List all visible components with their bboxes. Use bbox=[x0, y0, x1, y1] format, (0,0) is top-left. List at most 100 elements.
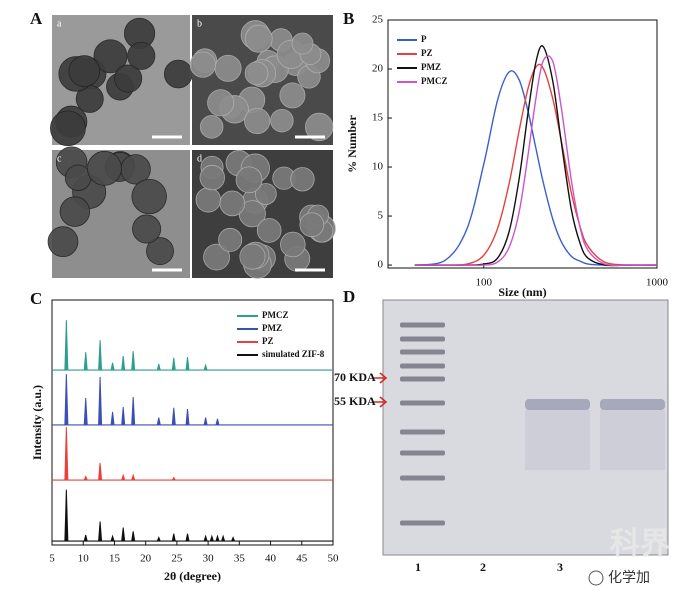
ladder-band bbox=[400, 376, 445, 382]
ladder-band bbox=[400, 322, 445, 328]
particle bbox=[195, 187, 221, 213]
x-axis-title: Size (nm) bbox=[498, 285, 546, 299]
particle bbox=[203, 243, 230, 271]
peak bbox=[98, 462, 103, 481]
x-tick-label: 15 bbox=[109, 553, 121, 565]
particle bbox=[218, 227, 243, 252]
particle bbox=[299, 212, 325, 238]
particle bbox=[50, 110, 86, 147]
particle bbox=[280, 231, 306, 258]
legend-label: simulated ZIF-8 bbox=[262, 349, 325, 359]
protein-band bbox=[600, 399, 665, 410]
particle bbox=[270, 108, 294, 133]
legend-label: P bbox=[421, 34, 427, 44]
y-axis-title: % Number bbox=[345, 115, 359, 173]
panel-label: A bbox=[30, 9, 43, 28]
peak bbox=[215, 418, 220, 426]
particle bbox=[244, 107, 271, 135]
particle bbox=[279, 82, 306, 109]
y-tick-label: 25 bbox=[372, 14, 384, 26]
particle bbox=[199, 115, 224, 139]
peak bbox=[83, 534, 88, 542]
x-tick-label: 5 bbox=[49, 553, 55, 565]
particle bbox=[86, 150, 122, 186]
protein-band bbox=[525, 399, 590, 410]
peak bbox=[98, 521, 103, 542]
particle bbox=[239, 243, 266, 270]
peak bbox=[171, 357, 176, 371]
particle bbox=[305, 112, 334, 142]
peak bbox=[156, 363, 161, 371]
legend-label: PMCZ bbox=[262, 310, 289, 320]
peak bbox=[231, 536, 236, 542]
peak bbox=[185, 408, 190, 425]
ladder-band bbox=[400, 475, 445, 481]
peak bbox=[131, 396, 136, 425]
peak bbox=[83, 475, 88, 481]
legend-label: PZ bbox=[262, 336, 274, 346]
particle bbox=[254, 183, 277, 205]
peak bbox=[131, 473, 136, 481]
image-label: a bbox=[57, 18, 62, 29]
lane-label: 3 bbox=[557, 560, 563, 574]
y-tick-label: 5 bbox=[378, 210, 384, 222]
particle bbox=[132, 214, 162, 244]
peak bbox=[64, 320, 69, 371]
particle bbox=[131, 178, 167, 215]
particle bbox=[68, 55, 101, 87]
particle bbox=[163, 59, 193, 89]
peak bbox=[110, 411, 115, 426]
particle bbox=[214, 54, 242, 82]
particle bbox=[114, 64, 143, 93]
peak bbox=[64, 489, 69, 542]
data-line bbox=[414, 70, 657, 266]
legend-label: PMZ bbox=[421, 62, 441, 72]
panel-label: B bbox=[343, 9, 354, 28]
peak bbox=[203, 534, 208, 542]
panel-label: D bbox=[343, 287, 355, 306]
lane-label: 1 bbox=[415, 560, 421, 574]
x-tick-label: 35 bbox=[234, 553, 246, 565]
lane-label: 2 bbox=[480, 560, 486, 574]
peak bbox=[203, 417, 208, 426]
x-tick-label: 100 bbox=[476, 277, 493, 289]
x-tick-label: 30 bbox=[203, 553, 215, 565]
peak bbox=[110, 534, 115, 542]
peak bbox=[121, 407, 126, 425]
y-tick-label: 10 bbox=[372, 161, 384, 173]
x-tick-label: 50 bbox=[328, 553, 340, 565]
plot-frame bbox=[51, 299, 334, 546]
peak bbox=[98, 340, 103, 371]
peak bbox=[110, 362, 115, 371]
data-line bbox=[414, 63, 658, 266]
particle bbox=[291, 32, 314, 55]
peak bbox=[83, 397, 88, 425]
peak bbox=[121, 527, 126, 542]
peak bbox=[221, 534, 226, 542]
micrographs: a b c d bbox=[47, 15, 336, 279]
particle bbox=[219, 190, 246, 217]
particle bbox=[189, 51, 216, 78]
y-tick-label: 20 bbox=[372, 63, 384, 75]
protein-smear bbox=[600, 410, 665, 470]
x-tick-label: 10 bbox=[78, 553, 90, 565]
plot-frame bbox=[387, 19, 658, 269]
ladder-band bbox=[400, 520, 445, 526]
watermark: 化学加 bbox=[608, 570, 650, 586]
peak bbox=[64, 427, 69, 481]
panel-label: C bbox=[30, 289, 42, 308]
particle bbox=[207, 89, 235, 117]
particle bbox=[244, 61, 269, 86]
image-label: b bbox=[197, 18, 202, 29]
peak bbox=[185, 357, 190, 371]
y-tick-label: 15 bbox=[372, 112, 384, 124]
particle bbox=[256, 218, 282, 243]
marker-label: 70 KDA bbox=[334, 370, 376, 384]
watermark: 科界 bbox=[610, 527, 670, 562]
ladder-band bbox=[400, 336, 445, 342]
particle bbox=[59, 196, 91, 227]
marker-arrow bbox=[373, 372, 388, 408]
data-line bbox=[414, 45, 657, 267]
y-axis-title: Intensity (a.u.) bbox=[30, 385, 44, 460]
